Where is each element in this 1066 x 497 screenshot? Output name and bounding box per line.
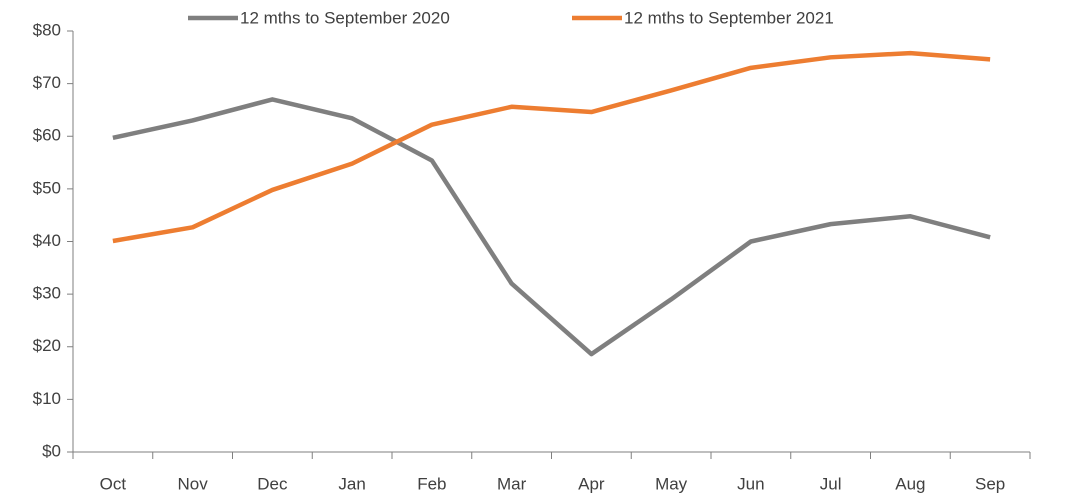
- x-tick-label: Aug: [895, 474, 925, 493]
- x-tick-label: Nov: [178, 474, 209, 493]
- y-tick-label: $70: [33, 73, 61, 92]
- y-tick-label: $40: [33, 231, 61, 250]
- legend-label: 12 mths to September 2020: [240, 8, 450, 27]
- x-tick-label: Apr: [578, 474, 605, 493]
- series-line: [112, 97, 991, 357]
- series-line: [112, 50, 991, 244]
- x-tick-label: Oct: [100, 474, 127, 493]
- y-tick-label: $10: [33, 389, 61, 408]
- x-tick-label: May: [655, 474, 688, 493]
- x-tick-label: Feb: [417, 474, 446, 493]
- y-tick-label: $20: [33, 336, 61, 355]
- x-tick-label: Jul: [820, 474, 842, 493]
- legend-label: 12 mths to September 2021: [624, 8, 834, 27]
- y-tick-label: $30: [33, 284, 61, 303]
- x-tick-label: Dec: [257, 474, 288, 493]
- x-tick-label: Jan: [338, 474, 365, 493]
- y-tick-label: $0: [42, 441, 61, 460]
- y-tick-label: $80: [33, 20, 61, 39]
- x-tick-label: Mar: [497, 474, 527, 493]
- y-tick-label: $60: [33, 126, 61, 145]
- x-tick-label: Sep: [975, 474, 1005, 493]
- y-tick-label: $50: [33, 178, 61, 197]
- x-tick-label: Jun: [737, 474, 764, 493]
